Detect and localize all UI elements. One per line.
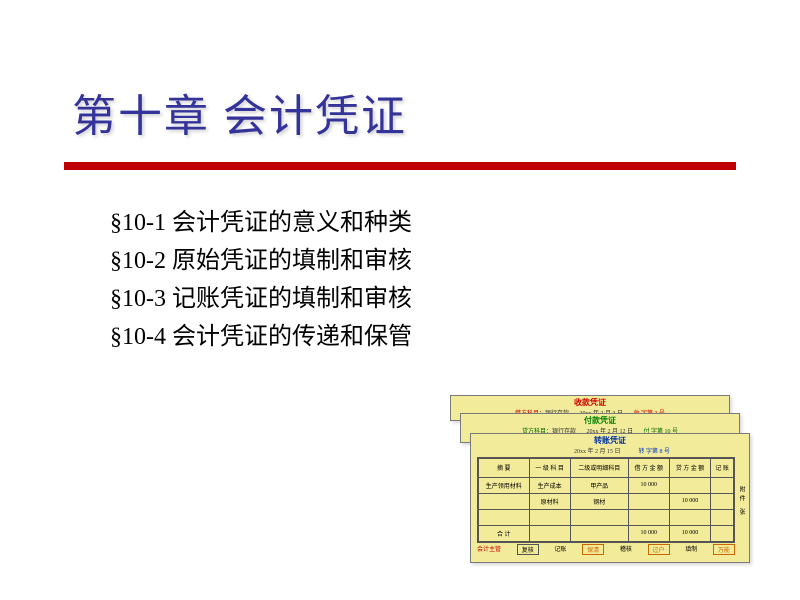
voucher-title: 转账凭证 [471, 434, 749, 446]
chapter-title: 第十章 会计凭证 [0, 0, 800, 144]
toc-item: §10-4 会计凭证的传递和保管 [110, 319, 800, 355]
toc-item: §10-2 原始凭证的填制和审核 [110, 243, 800, 279]
toc-item: §10-1 会计凭证的意义和种类 [110, 205, 800, 241]
attachment-label: 附件 张 [737, 486, 746, 518]
transfer-voucher: 转账凭证 20xx 年 2 月 15 日 转 字第 8 号 摘 要 一 级 科 … [470, 433, 750, 563]
voucher-table: 摘 要 一 级 科 目 二级或明细科目 借 方 金 额 贷 方 金 额 记 账 … [478, 458, 734, 542]
voucher-title: 付款凭证 [461, 414, 739, 426]
voucher-footer: 会计主管 复核 记账 保清 稽核 过户 填制 万能 [477, 544, 735, 555]
voucher-illustration: 收款凭证 借方科目：银行存款 20xx 年 2 月 3 日 收 字第 3 号 付… [450, 395, 760, 570]
toc-item: §10-3 记账凭证的填制和审核 [110, 281, 800, 317]
voucher-title: 收款凭证 [451, 396, 729, 408]
table-of-contents: §10-1 会计凭证的意义和种类 §10-2 原始凭证的填制和审核 §10-3 … [0, 170, 800, 355]
divider-line [64, 162, 736, 170]
voucher-table-wrap: 摘 要 一 级 科 目 二级或明细科目 借 方 金 额 贷 方 金 额 记 账 … [477, 457, 735, 543]
voucher-subtitle: 20xx 年 2 月 15 日 转 字第 8 号 [471, 446, 749, 455]
